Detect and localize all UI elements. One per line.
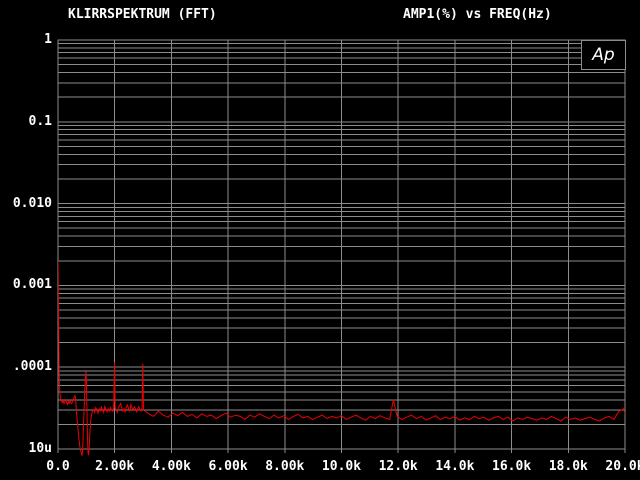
amp1-trace xyxy=(58,260,625,456)
x-tick-label: 2.00k xyxy=(95,459,135,474)
x-tick-label: 0.0 xyxy=(46,459,70,474)
x-tick-label: 6.00k xyxy=(208,459,248,474)
axes-title: AMP1(%) vs FREQ(Hz) xyxy=(403,7,552,22)
y-tick-label: 0.010 xyxy=(12,195,52,211)
x-tick-label: 10.0k xyxy=(321,459,362,474)
grid-lines xyxy=(57,39,626,453)
chart-title: KLIRRSPEKTRUM (FFT) xyxy=(68,7,217,22)
x-tick-label: 18.0k xyxy=(548,459,588,474)
x-tick-label: 12.0k xyxy=(378,459,418,474)
ap-logo-box: Ap xyxy=(581,40,626,70)
y-tick-label: 1 xyxy=(44,32,52,47)
y-tick-label: .0001 xyxy=(12,359,52,375)
y-tick-label: 0.1 xyxy=(28,113,52,129)
x-tick-label: 8.00k xyxy=(265,459,305,474)
y-tick-label: 10u xyxy=(28,441,52,456)
y-tick-label: 0.001 xyxy=(12,277,52,293)
x-tick-label: 14.0k xyxy=(435,459,475,474)
x-tick-label: 20.0k xyxy=(605,459,640,474)
ap-logo-text: Ap xyxy=(592,45,615,65)
plot-border xyxy=(57,39,626,450)
x-tick-label: 4.00k xyxy=(151,459,191,474)
x-tick-label: 16.0k xyxy=(492,459,532,474)
